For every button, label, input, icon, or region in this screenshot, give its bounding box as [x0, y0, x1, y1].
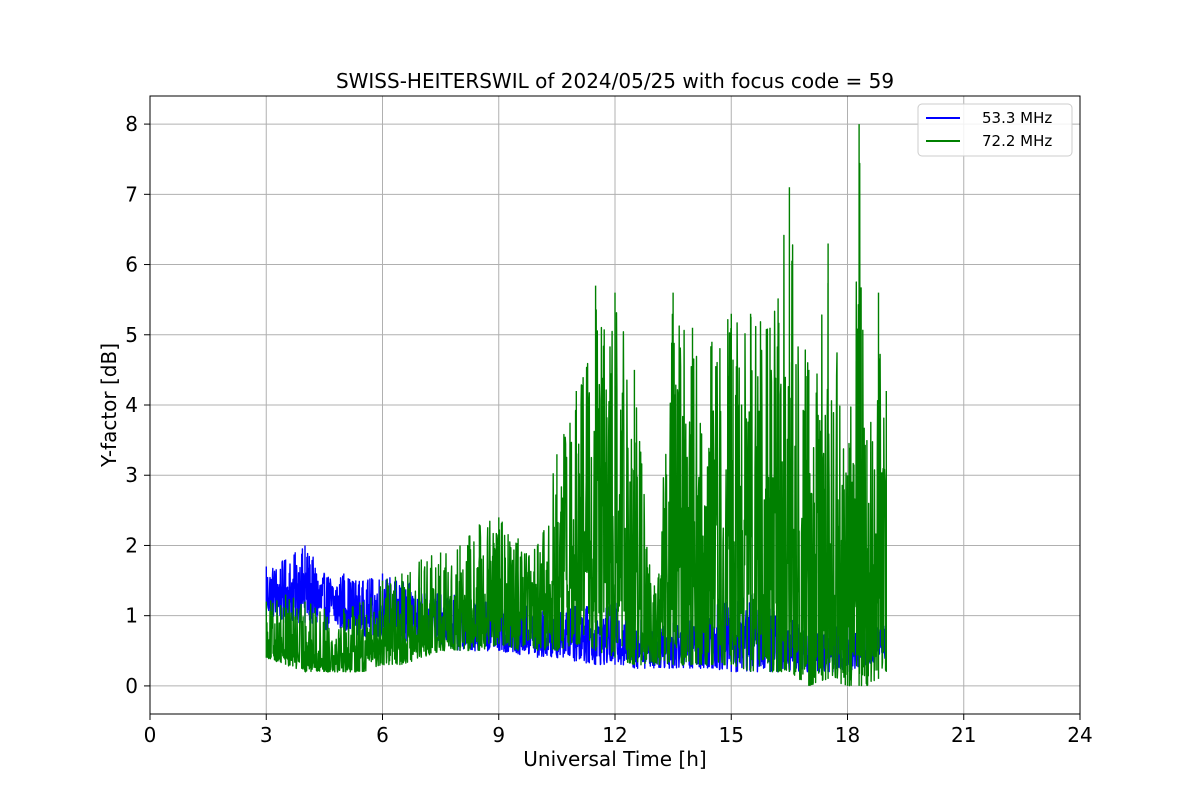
x-axis-label: Universal Time [h]	[523, 747, 706, 771]
x-tick-label: 3	[260, 723, 273, 747]
legend-label-series-1: 72.2 MHz	[982, 132, 1052, 150]
y-tick-label: 6	[125, 253, 138, 277]
y-tick-label: 8	[125, 112, 138, 136]
x-tick-label: 15	[719, 723, 744, 747]
x-tick-label: 18	[835, 723, 860, 747]
x-tick-label: 9	[492, 723, 505, 747]
y-tick-label: 7	[125, 182, 138, 206]
legend-label-series-0: 53.3 MHz	[982, 109, 1052, 127]
series-layer	[265, 124, 887, 687]
x-tick-label: 21	[951, 723, 976, 747]
y-tick-label: 5	[125, 323, 138, 347]
x-tick-label: 12	[602, 723, 627, 747]
y-tick-label: 3	[125, 463, 138, 487]
legend: 53.3 MHz 72.2 MHz	[917, 103, 1073, 157]
y-axis-label: Y-factor [dB]	[97, 343, 121, 468]
series-line-1	[265, 124, 887, 687]
x-tick-label: 24	[1067, 723, 1092, 747]
x-tick-label: 0	[144, 723, 157, 747]
x-tick-label: 6	[376, 723, 389, 747]
y-tick-label: 1	[125, 604, 138, 628]
chart-title: SWISS-HEITERSWIL of 2024/05/25 with focu…	[336, 69, 894, 93]
y-tick-label: 0	[125, 674, 138, 698]
y-tick-label: 2	[125, 533, 138, 557]
y-tick-label: 4	[125, 393, 138, 417]
